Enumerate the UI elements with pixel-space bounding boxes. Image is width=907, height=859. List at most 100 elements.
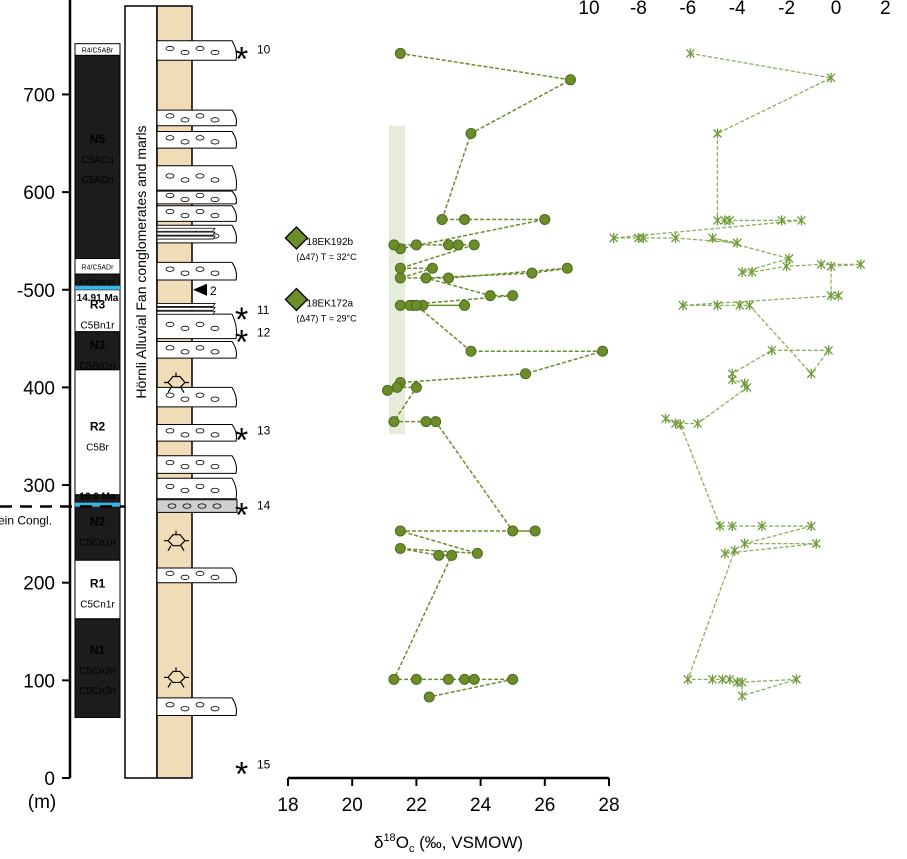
pebble-symbol: [210, 349, 220, 355]
thin-layer: [156, 231, 216, 236]
clumped-marker-icon: [284, 226, 309, 250]
sample-star-icon: *: [235, 497, 248, 535]
o18-data-point: [394, 543, 406, 555]
depth-tick-label: -500: [17, 281, 55, 302]
magnetozone-label: N4/C5Bn1n: [79, 280, 115, 287]
pebble-symbol: [180, 349, 190, 355]
c13-tick-label: -4: [729, 0, 746, 19]
c13-tick-label: 10: [578, 0, 599, 19]
o18-data-point: [443, 239, 454, 251]
c13-tick-label: 0: [831, 0, 842, 19]
o18-tick-label: 20: [342, 795, 363, 816]
c13-data-point: [856, 259, 866, 270]
c13-tick-label: 2: [880, 0, 891, 19]
pebble-symbol: [165, 192, 175, 199]
o18-data-point: [484, 290, 496, 302]
o18-data-point: [459, 673, 471, 685]
o18-data-point: [410, 239, 422, 251]
pebble-symbol: [180, 117, 190, 123]
pebble-symbol: [210, 270, 220, 276]
conglomerate-bed: [156, 567, 237, 584]
o18-data-point: [507, 673, 519, 685]
fossil-icon: [164, 372, 189, 393]
pebble-symbol: [165, 459, 175, 466]
pebble-symbol: [165, 428, 175, 434]
c13-data-point: [661, 413, 671, 424]
pebble-symbol: [180, 270, 190, 276]
c13-tick-label: -2: [778, 0, 795, 19]
c13-data-point: [834, 290, 843, 301]
pebble-symbol: [210, 177, 220, 183]
o18-data-point: [410, 381, 422, 393]
depth-tick-label: 400: [23, 378, 55, 399]
o18-data-point: [443, 272, 454, 284]
pebble-symbol: [182, 503, 192, 509]
c13-data-point: [792, 674, 801, 685]
pebble-symbol: [210, 212, 220, 219]
sample-star-label: 13: [257, 423, 271, 437]
o18-data-point: [436, 213, 448, 225]
o18-data-point: [388, 416, 400, 428]
c13-data-point: [747, 267, 757, 278]
pebble-symbol: [195, 345, 205, 351]
pebble-symbol: [210, 463, 220, 470]
pebble-symbol: [195, 208, 205, 215]
c13-series-line: [613, 52, 861, 697]
o18-data-point: [388, 239, 400, 251]
magnetozone-name: N3: [90, 338, 106, 352]
pebble-symbol: [210, 196, 220, 203]
c13-data-point: [712, 215, 722, 226]
fossil-legs: [164, 667, 189, 688]
c13-data-point: [678, 300, 688, 311]
magnetozone-chron: C5Br: [86, 442, 109, 453]
fossil-icon: [164, 667, 189, 688]
pebble-symbol: [195, 173, 205, 179]
o18-data-point: [443, 673, 454, 685]
o18-tick-label: 28: [598, 795, 619, 816]
c13-data-point: [708, 674, 717, 685]
magnetozone-name: R3: [90, 298, 106, 312]
pebble-symbol: [195, 428, 205, 434]
conglomerate-bed: [156, 165, 237, 191]
pebble-symbol: [195, 483, 205, 490]
c13-data-point: [777, 215, 787, 226]
magnetozone-chron: -: [96, 161, 99, 172]
pebble-symbol: [195, 266, 205, 272]
o18-tick-label: 26: [534, 795, 555, 816]
arrow-marker-label: 2: [210, 284, 217, 298]
c13-data-point: [806, 368, 816, 379]
pebble-symbol: [180, 325, 190, 331]
o18-tick-label: 24: [470, 795, 492, 816]
o18-data-point: [526, 267, 538, 279]
thin-layer: [156, 303, 216, 307]
o18-data-point: [446, 549, 458, 561]
o18-data-point: [520, 368, 532, 380]
magnetozone-chron: C5Bn2n: [79, 361, 115, 372]
thin-layer: [156, 310, 216, 315]
o18-data-point: [507, 290, 519, 302]
oxygen-isotope-panel: 18 20 22 24 26 28 δ18Oc (‰, VSMOW) 18EK192b (Δ47…: [277, 47, 620, 855]
o18-data-point: [452, 239, 464, 251]
sample-star-label: 12: [257, 326, 271, 340]
c13-data-point: [727, 521, 737, 532]
magnetozone-chron: C5Cn1n: [79, 538, 116, 549]
o18-axis-label: δ18Oc (‰, VSMOW): [374, 832, 523, 855]
c13-data-point: [693, 418, 703, 429]
fossil-legs: [164, 530, 189, 552]
arrow-marker-icon: [193, 283, 207, 296]
magnetozone-chron: C5Bn1r: [81, 321, 116, 332]
thin-layer: [156, 235, 216, 240]
c13-tick-label: -8: [630, 0, 647, 19]
o18-data-point: [465, 345, 477, 357]
o18-data-point: [465, 128, 477, 140]
c13-data-point: [732, 237, 742, 248]
formation-label: Hörnli Alluvial Fan conglomerates and ma…: [133, 125, 149, 398]
pebble-symbol: [165, 345, 175, 351]
o18-data-point: [539, 213, 551, 225]
c13-data-point: [675, 419, 685, 430]
o18-data-point: [394, 272, 406, 284]
pebble-symbol: [180, 177, 190, 183]
magnetozone-block: [74, 618, 121, 718]
o18-data-point: [426, 262, 438, 274]
